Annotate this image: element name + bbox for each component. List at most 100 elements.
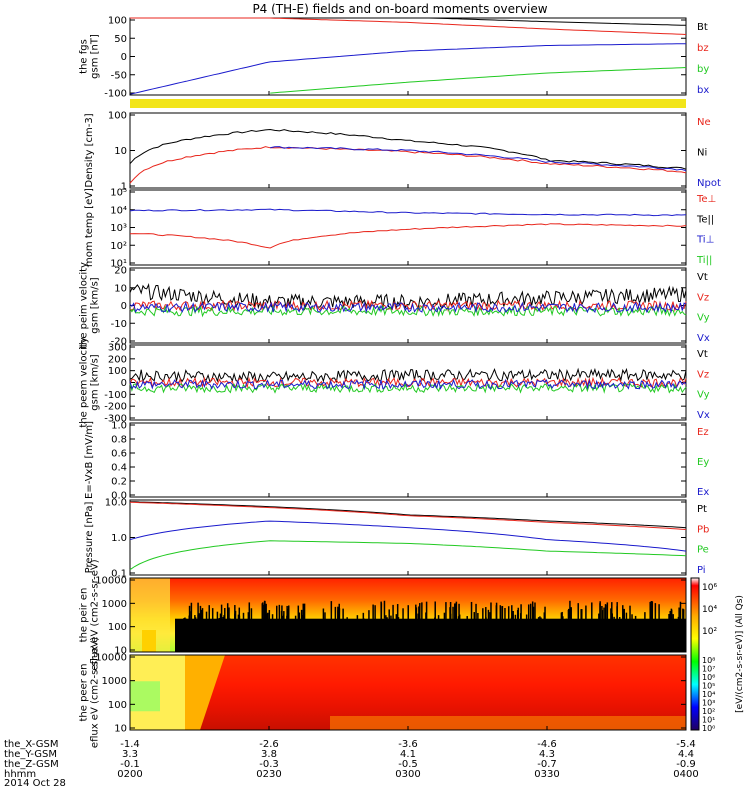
series-fgs-Bt bbox=[130, 17, 687, 26]
y-tick-label: 0 bbox=[121, 301, 127, 312]
peir-noise-mark bbox=[477, 613, 479, 632]
peir-noise-mark bbox=[396, 604, 399, 623]
peir-noise-mark bbox=[534, 602, 536, 621]
peir-noise-mark bbox=[449, 607, 451, 626]
footer-row-value: -3.6 bbox=[398, 739, 418, 750]
legend-fgs-1: bz bbox=[697, 43, 709, 54]
legend-density-0: Ne bbox=[697, 117, 711, 128]
peir-noise-mark bbox=[611, 602, 613, 621]
peir-noise-mark bbox=[297, 605, 300, 624]
peir-noise-mark bbox=[650, 601, 653, 620]
y-tick-label: 1000 bbox=[102, 599, 127, 610]
footer-row-label: the_Y-GSM bbox=[4, 749, 57, 760]
peir-noise-mark bbox=[458, 603, 460, 622]
y-tick-label: 200 bbox=[108, 354, 127, 365]
peir-noise-mark bbox=[263, 617, 266, 636]
panel-peim: 20 10 0 -10 -20 the peim velocity gsm [km/s] Vt… bbox=[79, 262, 710, 349]
legend-peim-3: Vx bbox=[697, 333, 710, 344]
legend-pressure-2: Pe bbox=[697, 545, 709, 556]
peir-noise-mark bbox=[283, 614, 285, 633]
series-peem-Vt bbox=[129, 367, 687, 384]
peir-noise-mark bbox=[434, 617, 436, 636]
peir-noise-mark bbox=[419, 618, 421, 637]
peir-noise-mark bbox=[437, 615, 440, 634]
peir-noise-mark bbox=[679, 601, 682, 620]
y-axis-label-line: eflux eV (cm2-s-sr-eV) bbox=[90, 559, 101, 670]
peir-noise-mark bbox=[226, 603, 229, 622]
peir-noise-mark bbox=[525, 614, 528, 633]
y-tick-label: 50 bbox=[114, 34, 127, 45]
peir-noise-mark bbox=[606, 602, 609, 621]
y-axis-label-line: gsm [nT] bbox=[90, 34, 101, 79]
peir-noise-mark bbox=[543, 612, 546, 631]
peir-noise-mark bbox=[298, 612, 301, 631]
y-axis-label-line: Pressure [nPa] bbox=[84, 502, 95, 574]
peir-noise-mark bbox=[510, 617, 513, 636]
footer-date: 2014 Oct 28 bbox=[4, 778, 66, 789]
peir-noise-mark bbox=[276, 605, 278, 624]
peir-noise-mark bbox=[658, 604, 660, 623]
peir-noise-mark bbox=[199, 605, 202, 624]
peir-noise-mark bbox=[383, 600, 386, 619]
peir-noise-mark bbox=[237, 614, 240, 633]
peir-noise-mark bbox=[654, 603, 657, 622]
peir-noise-mark bbox=[434, 601, 436, 620]
y-tick-label: 1000 bbox=[102, 676, 127, 687]
peir-noise-mark bbox=[618, 617, 621, 636]
peir-noise-mark bbox=[198, 613, 200, 632]
peir-noise-mark bbox=[372, 604, 374, 623]
y-tick-label: -100 bbox=[104, 89, 127, 100]
y-tick-label: 10² bbox=[110, 241, 127, 252]
legend-peem-3: Vx bbox=[697, 410, 710, 421]
series-pressure-Pi bbox=[129, 520, 687, 552]
peir-noise-mark bbox=[487, 609, 490, 628]
peir-noise-mark bbox=[368, 610, 370, 629]
peir-noise-mark bbox=[228, 618, 231, 637]
peir-noise-mark bbox=[380, 601, 382, 620]
peir-noise-mark bbox=[287, 605, 290, 624]
y-axis-label: Pressure [nPa] bbox=[84, 502, 95, 574]
peir-noise-mark bbox=[644, 612, 646, 631]
peir-noise-mark bbox=[598, 613, 600, 632]
series-peem-Vy bbox=[129, 382, 687, 394]
peir-noise-mark bbox=[278, 604, 281, 623]
peir-noise-mark bbox=[425, 612, 427, 631]
y-tick-label: 10⁴ bbox=[110, 205, 127, 216]
colorbar-tick-bottom: 10¹ bbox=[702, 716, 715, 725]
footer-row-label: hhmm bbox=[4, 769, 36, 780]
y-axis-label-line: mom temp [eV] bbox=[84, 188, 95, 267]
peir-noise-mark bbox=[205, 611, 208, 630]
colorbar-tick-bottom: 10⁶ bbox=[702, 673, 715, 682]
peir-noise-mark bbox=[425, 601, 428, 620]
panel-peir: 10000 1000 100 10 the peir en eflux eV (cm2-s… bbox=[79, 559, 687, 671]
series-pressure-Pt bbox=[129, 501, 687, 529]
peir-noise-mark bbox=[520, 604, 522, 623]
footer-row-value: -0.3 bbox=[259, 759, 279, 770]
peir-noise-mark bbox=[527, 604, 530, 623]
panel-frame bbox=[129, 344, 687, 421]
peir-noise-mark bbox=[570, 607, 572, 626]
footer-row-value: -0.5 bbox=[398, 759, 418, 770]
legend-temp-2: Ti⊥ bbox=[696, 235, 714, 246]
peir-noise-mark bbox=[629, 605, 631, 624]
peir-noise-mark bbox=[390, 615, 392, 634]
y-tick-label: -20 bbox=[111, 337, 127, 348]
y-tick-label: 10000 bbox=[95, 576, 127, 587]
y-axis-label-line: the fgs bbox=[79, 39, 90, 74]
colorbar-tick-bottom: 10² bbox=[702, 707, 715, 716]
peir-noise-mark bbox=[466, 616, 468, 635]
y-tick-label: 10 bbox=[114, 724, 127, 735]
peir-noise-mark bbox=[669, 610, 671, 629]
peir-noise-mark bbox=[585, 605, 587, 624]
y-tick-label: 0 bbox=[121, 52, 127, 63]
peir-noise-mark bbox=[473, 612, 475, 631]
y-axis-label: the peem velocity gsm [km/s] bbox=[79, 337, 101, 427]
peir-noise-mark bbox=[577, 603, 579, 622]
panel-frame bbox=[129, 189, 687, 266]
legend-temp-1: Te|| bbox=[696, 214, 714, 225]
y-tick-label: 100 bbox=[108, 622, 127, 633]
peir-noise-mark bbox=[631, 614, 633, 633]
peir-noise-mark bbox=[599, 603, 601, 622]
peir-noise-mark bbox=[334, 606, 337, 625]
y-axis-label-line: gsm [km/s] bbox=[90, 354, 101, 410]
